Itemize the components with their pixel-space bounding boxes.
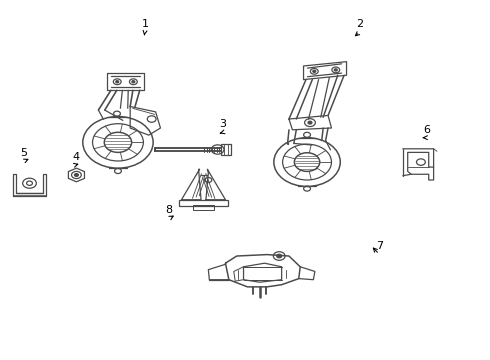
Circle shape: [313, 70, 316, 72]
Bar: [220, 144, 231, 155]
Text: 2: 2: [356, 19, 364, 29]
Text: 3: 3: [220, 120, 226, 129]
Text: 8: 8: [166, 206, 173, 216]
Text: 4: 4: [73, 152, 80, 162]
Text: 6: 6: [423, 125, 430, 135]
Text: 1: 1: [141, 19, 148, 29]
Circle shape: [74, 174, 78, 176]
Text: 7: 7: [376, 241, 383, 251]
Circle shape: [334, 69, 337, 71]
Circle shape: [116, 81, 119, 83]
Bar: [193, 206, 214, 210]
Circle shape: [308, 121, 312, 124]
Text: 5: 5: [21, 148, 27, 158]
Circle shape: [277, 254, 282, 258]
Bar: [179, 200, 228, 206]
Circle shape: [132, 81, 135, 83]
